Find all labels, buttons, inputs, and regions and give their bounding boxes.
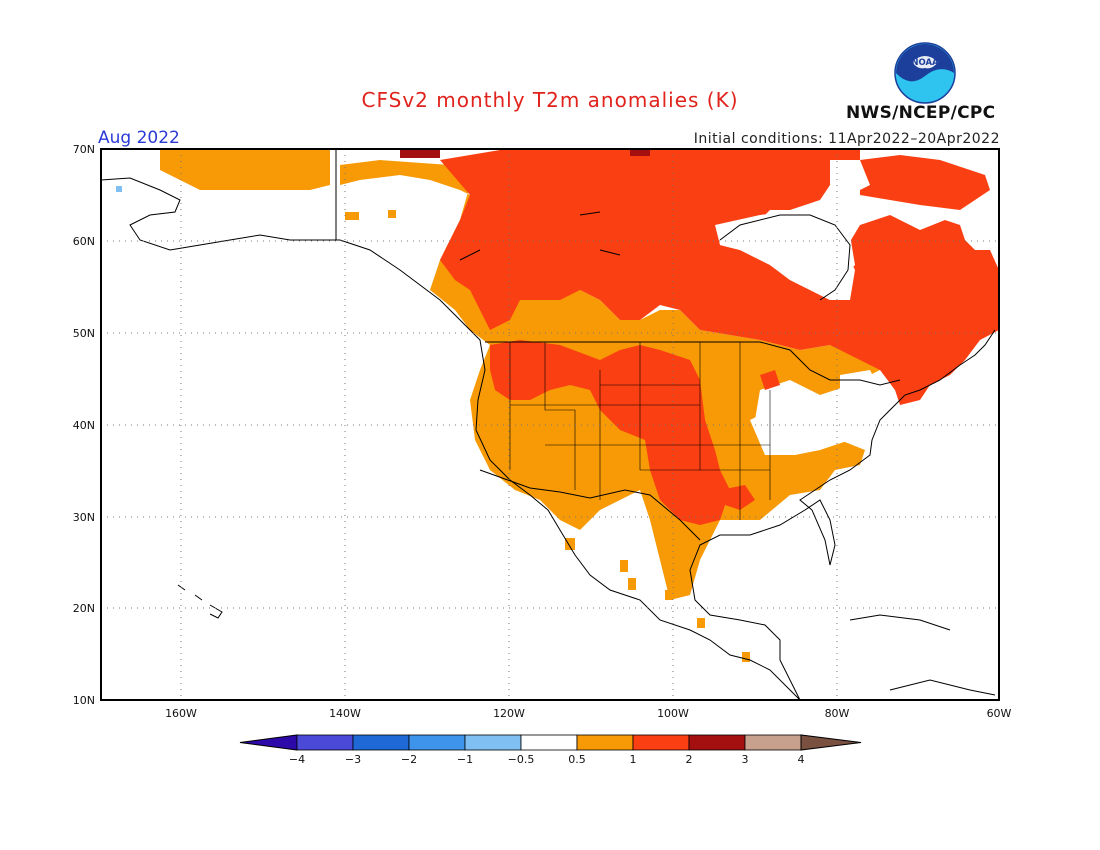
colorbar-label: −0.5: [508, 753, 535, 766]
lat-tick-label: 40N: [73, 419, 95, 432]
colorbar-labels: −4 −3 −2 −1 −0.5 0.5 1 2 3 4: [289, 753, 805, 766]
colorbar-arrow-low: [239, 734, 298, 751]
anomaly-speck: [388, 210, 396, 218]
colorbar-segments: [239, 734, 862, 751]
lon-tick-label: 160W: [165, 707, 197, 720]
lat-tick-label: 10N: [73, 694, 95, 707]
anomaly-speck: [628, 578, 636, 590]
anomaly-speck: [620, 560, 628, 572]
neutral-region: [715, 210, 855, 300]
colorbar-segment: [408, 734, 466, 751]
anomaly-region-orange: [160, 149, 330, 190]
lat-tick-label: 50N: [73, 327, 95, 340]
lat-tick-label: 30N: [73, 511, 95, 524]
map-title: CFSv2 monthly T2m anomalies (K): [361, 88, 739, 112]
lon-tick-label: 80W: [825, 707, 850, 720]
anomaly-region-red: [860, 155, 990, 210]
colorbar-segment: [744, 734, 802, 751]
neutral-region: [830, 160, 870, 195]
colorbar-label: 4: [798, 753, 805, 766]
agency-label: NWS/NCEP/CPC: [846, 103, 996, 123]
lat-tick-label: 60N: [73, 235, 95, 248]
noaa-logo: NOAA: [894, 42, 956, 104]
map-frame: [100, 148, 1000, 701]
initial-conditions: Initial conditions: 11Apr2022–20Apr2022: [693, 131, 1000, 147]
colorbar-segment: [352, 734, 410, 751]
anomaly-fields: [116, 149, 999, 662]
anomaly-speck: [565, 538, 575, 550]
coastlines: [101, 149, 996, 700]
colorbar-segment: [520, 734, 578, 751]
anomaly-region-red: [760, 370, 780, 390]
colorbar-label: −3: [345, 753, 361, 766]
colorbar-segment: [632, 734, 690, 751]
colorbar-label: 3: [742, 753, 749, 766]
colorbar-segment: [296, 734, 354, 751]
colorbar-label: 0.5: [568, 753, 586, 766]
anomaly-region-darkred: [400, 149, 440, 158]
lat-tick-label: 70N: [73, 143, 95, 156]
cool-pixel: [116, 186, 122, 192]
neutral-region: [750, 405, 850, 455]
svg-text:NOAA: NOAA: [911, 58, 939, 68]
colorbar-label: −1: [457, 753, 473, 766]
colorbar-label: 1: [630, 753, 637, 766]
lon-tick-label: 120W: [493, 707, 525, 720]
colorbar-segment: [464, 734, 522, 751]
colorbar-arrow-high: [800, 734, 862, 751]
lon-tick-label: 140W: [329, 707, 361, 720]
forecast-month: Aug 2022: [98, 128, 180, 148]
colorbar-label: 2: [686, 753, 693, 766]
anomaly-region-red: [720, 485, 755, 510]
state-borders: [509, 342, 771, 520]
colorbar-label: −4: [289, 753, 305, 766]
anomaly-region-red: [440, 149, 999, 405]
anomaly-region-darkred: [630, 149, 650, 156]
neutral-region: [840, 370, 880, 400]
anomaly-speck: [345, 212, 359, 220]
lat-tick-label: 20N: [73, 602, 95, 615]
colorbar-segment: [576, 734, 634, 751]
colorbar-segment: [688, 734, 746, 751]
lat-axis: 70N 60N 50N 40N 30N 20N 10N: [73, 143, 95, 707]
anomaly-speck: [742, 652, 750, 662]
lon-tick-label: 100W: [657, 707, 689, 720]
anomaly-speck: [697, 618, 705, 628]
lon-axis: 160W 140W 120W 100W 80W 60W: [165, 707, 1011, 720]
lon-tick-label: 60W: [987, 707, 1012, 720]
anomaly-region-red: [490, 340, 730, 525]
colorbar-label: −2: [401, 753, 417, 766]
anomaly-speck: [665, 590, 673, 600]
